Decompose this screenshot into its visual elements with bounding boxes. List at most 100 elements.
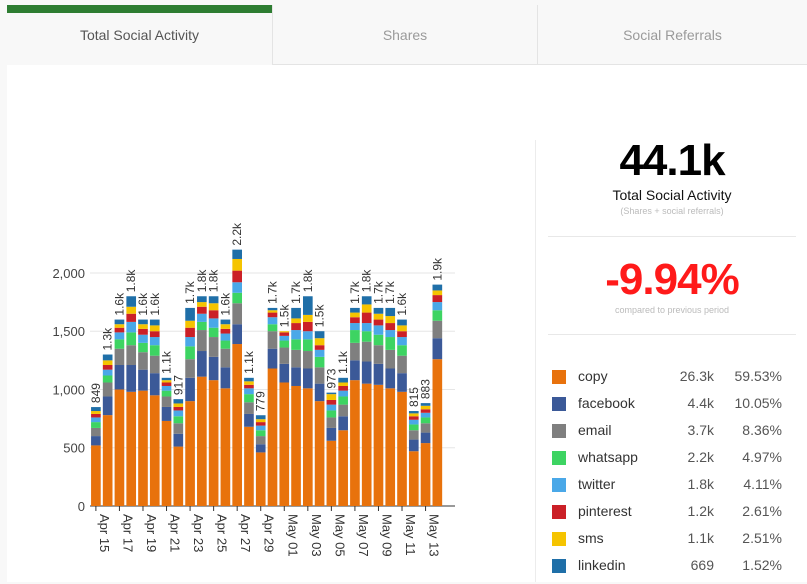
bar-total-label: 1.8k [360,269,374,293]
bar-segment-sms [185,320,195,328]
bar-segment-email [91,427,101,437]
bar-segment-sms [267,310,278,313]
legend-percent: 4.11% [743,476,782,492]
x-tick-label: Apr 15 [97,514,112,552]
bar-total-label: 1.9k [430,257,444,281]
bar-segment-copy [361,383,372,506]
bar-segment-facebook [161,406,172,421]
bar-total-label: 883 [419,379,433,399]
x-tick-label: Apr 25 [215,514,230,552]
bar-total-label: 1.6k [136,292,150,316]
bar-segment-facebook [279,363,290,383]
bar-segment-whatsapp [267,324,278,332]
bar-segment-copy [173,446,184,506]
bar-segment-sms [149,325,160,332]
bar-segment-copy [220,388,231,506]
bar-segment-linkedin [350,307,360,313]
bar-segment-linkedin [185,307,195,321]
bar-segment-pinterest [102,365,113,370]
bar-segment-copy [232,344,243,506]
bar-segment-email [326,417,337,428]
bar-segment-facebook [173,433,184,447]
bar-segment-linkedin [91,407,101,412]
bar-segment-facebook [244,413,254,427]
x-tick-label: Apr 21 [168,514,183,552]
x-tick-label: Apr 27 [238,514,253,552]
bar-segment-linkedin [361,296,372,305]
bar-segment-sms [361,304,372,313]
change-label: compared to previous period [614,305,730,315]
bar-segment-email [432,320,443,339]
bar-segment-sms [373,313,384,320]
tab-total-social-activity[interactable]: Total Social Activity [7,5,272,65]
bar-segment-email [208,337,219,357]
bar-segment-email [197,330,207,352]
bar-segment-email [126,345,137,366]
bar-total-label: 917 [171,375,185,395]
legend-row-whatsapp: whatsapp 2.2k 4.97% [552,449,792,476]
x-tick-label: Apr 23 [191,514,206,552]
bar-segment-facebook [350,360,360,381]
bar-segment-linkedin [397,319,407,326]
bar-segment-whatsapp [232,292,243,304]
bar-segment-sms [432,290,443,296]
tab-label: Social Referrals [623,26,722,43]
bar-total-label: 1.6k [148,292,162,316]
bar-segment-twitter [432,302,443,311]
legend-row-linkedin: linkedin 669 1.52% [552,557,792,584]
bar-segment-copy [397,391,407,506]
legend-name: linkedin [578,557,626,573]
bar-segment-sms [420,405,431,410]
bar-segment-sms [161,380,172,383]
bar-segment-twitter [350,323,360,331]
bar-segment-copy [255,452,266,506]
bar-segment-email [185,359,195,378]
legend-count: 2.2k [687,449,714,465]
bar-segment-pinterest [350,317,360,324]
tab-shares[interactable]: Shares [272,5,537,65]
bar-segment-linkedin [173,399,184,404]
bar-segment-pinterest [126,313,137,322]
legend-swatch [552,397,566,411]
bar-segment-facebook [149,373,160,396]
bar-segment-whatsapp [314,356,325,368]
bar-segment-pinterest [279,332,290,336]
bar-segment-sms [385,316,396,324]
bar-segment-facebook [432,338,443,360]
bar-segment-linkedin [255,415,266,420]
bar-segment-pinterest [220,328,231,334]
bar-total-label: 1.8k [207,269,221,293]
legend-name: sms [578,530,604,546]
x-tick-label: May 13 [427,514,442,557]
bar-segment-twitter [302,331,313,340]
stacked-bar-chart: 05001,0001,5002,0008491.3k1.6k1.8k1.6k1.… [52,222,455,557]
bar-segment-email [408,430,419,440]
bar-segment-facebook [302,368,313,389]
bar-segment-sms [397,325,407,332]
bar-segment-twitter [291,330,301,340]
legend-percent: 8.36% [742,422,782,438]
bar-segment-twitter [420,412,431,418]
bar-total-label: 1.5k [277,304,291,328]
x-tick-label: May 05 [332,514,347,557]
bar-segment-facebook [361,361,372,384]
bar-segment-copy [291,385,301,506]
tab-social-referrals[interactable]: Social Referrals [537,5,807,65]
bar-segment-email [314,367,325,384]
bar-segment-copy [326,440,337,506]
bar-segment-pinterest [138,328,148,335]
bar-segment-email [338,404,348,417]
legend-percent: 59.53% [734,368,782,384]
bar-segment-email [279,347,290,364]
bar-segment-facebook [197,351,207,377]
bar-segment-whatsapp [279,340,290,348]
bar-segment-sms [350,312,360,318]
bar-segment-twitter [138,334,148,343]
bar-segment-sms [126,306,137,314]
bar-segment-linkedin [326,392,337,395]
legend-swatch [552,370,566,384]
bar-total-label: 1.7k [183,280,197,304]
bar-segment-whatsapp [138,342,148,353]
bar-total-label: 1.8k [124,269,138,293]
bar-segment-linkedin [114,319,125,325]
